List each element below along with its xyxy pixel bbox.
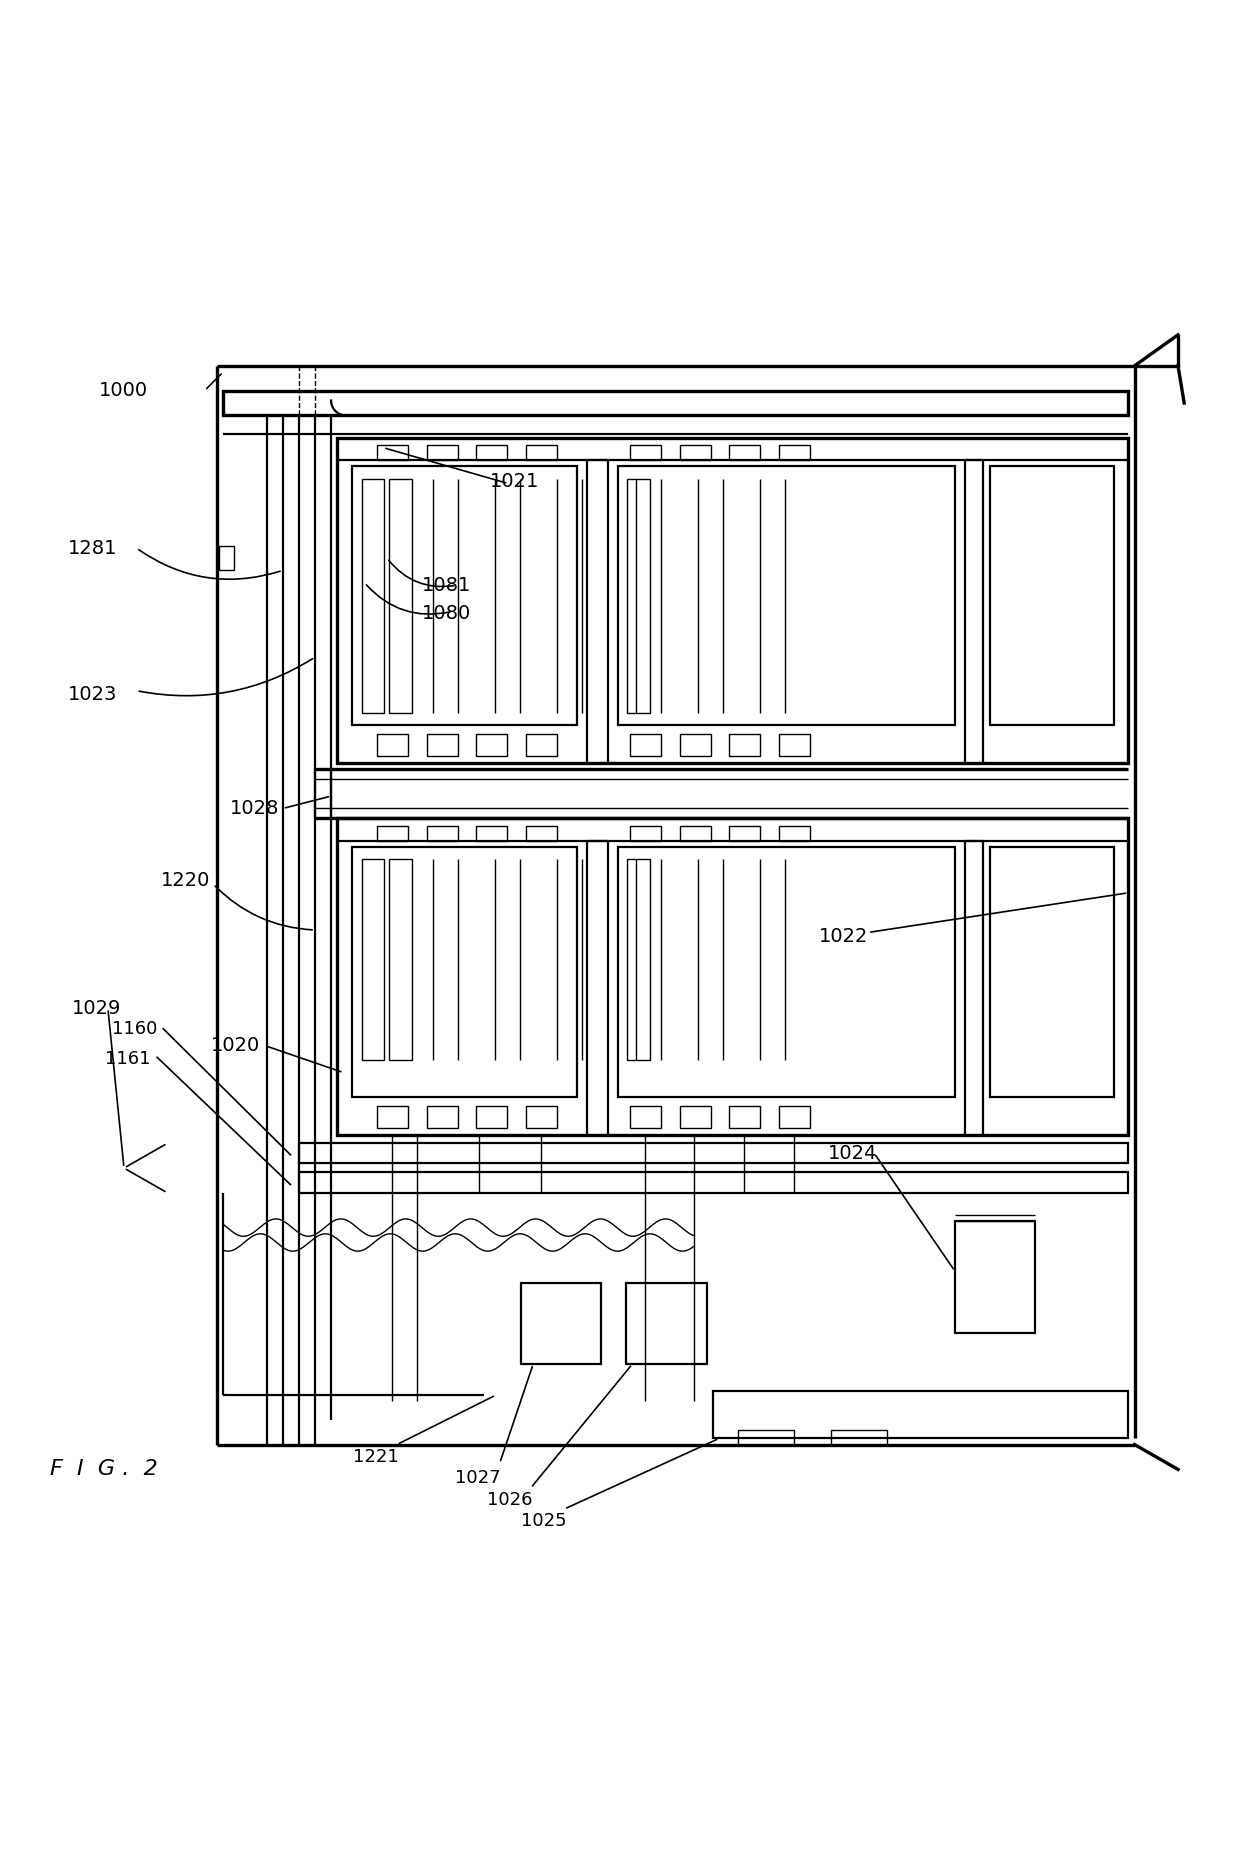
Bar xyxy=(680,735,711,757)
Text: 1022: 1022 xyxy=(818,926,868,945)
Bar xyxy=(618,846,955,1097)
Bar xyxy=(630,826,661,841)
Bar xyxy=(990,846,1114,1097)
Bar xyxy=(779,826,810,841)
Text: 1220: 1220 xyxy=(161,870,211,889)
Bar xyxy=(738,1430,794,1445)
Text: 1160: 1160 xyxy=(112,1019,157,1038)
Bar xyxy=(219,545,234,571)
Text: 1020: 1020 xyxy=(211,1036,260,1055)
Bar xyxy=(476,445,507,459)
Bar xyxy=(680,1107,711,1129)
Bar xyxy=(377,445,408,459)
Bar xyxy=(377,826,408,841)
Bar xyxy=(630,445,661,459)
Bar xyxy=(427,826,458,841)
Bar xyxy=(337,437,1128,763)
Bar xyxy=(389,478,412,712)
Bar xyxy=(627,859,650,1060)
Bar xyxy=(299,1144,1128,1162)
Bar xyxy=(779,445,810,459)
Text: 1025: 1025 xyxy=(521,1512,567,1531)
Bar xyxy=(521,1283,601,1363)
Bar xyxy=(526,826,557,841)
Bar xyxy=(713,1391,1128,1438)
Text: 1028: 1028 xyxy=(229,800,279,818)
Bar xyxy=(427,445,458,459)
Bar xyxy=(377,735,408,757)
Text: 1027: 1027 xyxy=(455,1469,501,1488)
Bar xyxy=(476,735,507,757)
Bar xyxy=(427,1107,458,1129)
Text: 1021: 1021 xyxy=(490,472,539,491)
Text: 1080: 1080 xyxy=(422,604,471,623)
Bar xyxy=(779,735,810,757)
Bar xyxy=(362,478,384,712)
Bar xyxy=(352,846,577,1097)
Bar xyxy=(223,391,1128,415)
Text: 1081: 1081 xyxy=(422,577,471,595)
Text: 1161: 1161 xyxy=(105,1049,151,1068)
Bar xyxy=(377,1107,408,1129)
Bar xyxy=(729,826,760,841)
Text: F  I  G .  2: F I G . 2 xyxy=(50,1460,157,1479)
Text: 1026: 1026 xyxy=(487,1492,533,1510)
Bar xyxy=(680,826,711,841)
Bar xyxy=(389,859,412,1060)
Bar xyxy=(618,467,955,725)
Bar xyxy=(427,735,458,757)
Text: 1221: 1221 xyxy=(353,1447,399,1466)
Bar xyxy=(627,478,650,712)
Bar xyxy=(299,1172,1128,1192)
Bar xyxy=(526,1107,557,1129)
Text: 1024: 1024 xyxy=(828,1144,878,1162)
Bar xyxy=(779,1107,810,1129)
Text: 1000: 1000 xyxy=(99,381,149,400)
Bar xyxy=(337,818,1128,1135)
Bar xyxy=(526,735,557,757)
Bar xyxy=(526,445,557,459)
Bar xyxy=(476,826,507,841)
Bar xyxy=(955,1222,1035,1334)
Bar xyxy=(630,735,661,757)
Bar xyxy=(680,445,711,459)
Bar xyxy=(626,1283,707,1363)
Bar xyxy=(831,1430,887,1445)
Text: 1023: 1023 xyxy=(68,684,118,703)
Text: 1029: 1029 xyxy=(72,999,122,1017)
Bar xyxy=(990,467,1114,725)
Bar xyxy=(729,1107,760,1129)
Bar xyxy=(729,445,760,459)
Bar xyxy=(362,859,384,1060)
Bar xyxy=(630,1107,661,1129)
Text: 1281: 1281 xyxy=(68,539,118,558)
Bar xyxy=(476,1107,507,1129)
Bar xyxy=(352,467,577,725)
Bar xyxy=(729,735,760,757)
